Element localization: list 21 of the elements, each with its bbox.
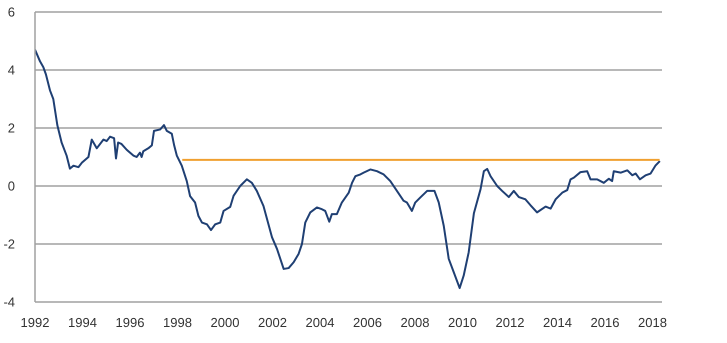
x-tick-label: 2010 <box>448 315 477 330</box>
x-tick-label: 2018 <box>638 315 667 330</box>
x-tick-label: 2000 <box>210 315 240 330</box>
x-tick-label: 2006 <box>353 315 382 330</box>
x-tick-label: 2014 <box>543 315 572 330</box>
x-tick-label: 2012 <box>496 315 524 330</box>
x-tick-label: 2016 <box>590 315 620 330</box>
x-tick-label: 1996 <box>116 315 144 330</box>
line-series <box>35 48 661 290</box>
y-tick-label: -4 <box>3 294 15 310</box>
x-tick-label: 1998 <box>163 315 192 330</box>
x-tick-label: 1992 <box>20 315 50 330</box>
x-tick-label: 2008 <box>400 315 430 330</box>
y-tick-label: 0 <box>8 178 15 194</box>
y-tick-label: 6 <box>8 4 15 20</box>
x-tick-label: 1994 <box>68 315 97 330</box>
x-tick-label: 2002 <box>258 315 287 330</box>
y-tick-label: 2 <box>8 120 15 136</box>
x-tick-label: 2004 <box>306 315 334 330</box>
y-tick-label: -2 <box>3 236 15 252</box>
y-tick-label: 4 <box>8 62 15 78</box>
